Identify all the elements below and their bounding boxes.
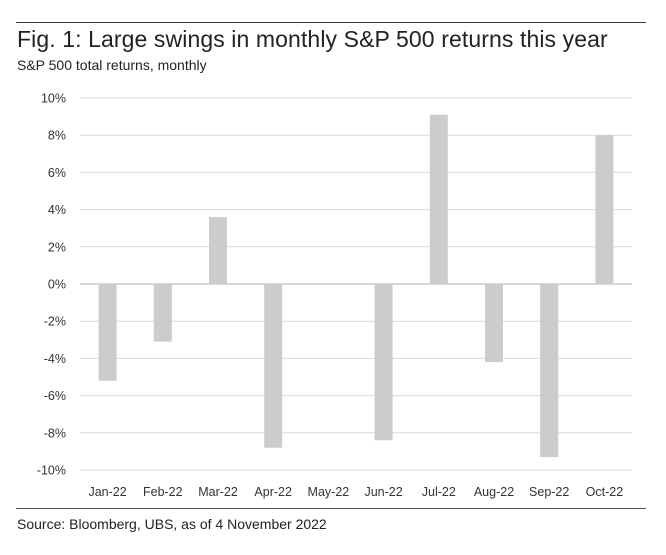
x-tick-label: Jan-22 (88, 485, 126, 499)
bar-mar-22 (209, 217, 227, 284)
y-tick-label: -10% (37, 464, 66, 478)
bar-jul-22 (429, 114, 448, 285)
bar-sep-22 (540, 284, 559, 457)
x-tick-label: Jul-22 (422, 485, 456, 499)
y-tick-label: -4% (44, 352, 66, 366)
top-rule (16, 22, 646, 23)
x-tick-label: Oct-22 (586, 485, 624, 499)
bar-feb-22 (153, 284, 172, 342)
x-tick-label: May-22 (308, 485, 350, 499)
y-tick-label: 8% (48, 129, 66, 143)
y-tick-label: 6% (48, 166, 66, 180)
grid-lines (80, 97, 632, 471)
source-note: Source: Bloomberg, UBS, as of 4 November… (17, 516, 327, 532)
x-tick-label: Feb-22 (143, 485, 183, 499)
x-tick-label: Sep-22 (529, 485, 569, 499)
x-tick-label: Mar-22 (198, 485, 238, 499)
x-tick-label: Jun-22 (364, 485, 402, 499)
x-axis-ticks: Jan-22 Feb-22 Mar-22 Apr-22 May-22 Jun-22 Jul-… (88, 485, 623, 499)
bar-aug-22 (485, 284, 503, 363)
bar-oct-22 (595, 135, 614, 284)
y-tick-label: 4% (48, 203, 66, 217)
bars (98, 114, 614, 457)
figure-subtitle: S&P 500 total returns, monthly (17, 57, 207, 73)
y-tick-label: 2% (48, 240, 66, 254)
y-tick-label: -2% (44, 315, 66, 329)
bar-jan-22 (98, 284, 117, 381)
y-tick-label: 10% (41, 92, 66, 106)
y-tick-label: -8% (44, 426, 66, 440)
bar-apr-22 (264, 284, 283, 448)
figure-title: Fig. 1: Large swings in monthly S&P 500 … (17, 26, 608, 52)
y-tick-label: 0% (48, 278, 66, 292)
x-tick-label: Apr-22 (254, 485, 292, 499)
bar-jun-22 (374, 284, 393, 441)
bottom-rule (16, 508, 646, 509)
y-tick-label: -6% (44, 389, 66, 403)
y-axis-ticks: 10% 8% 6% 4% 2% 0% -2% -4% -6% -8% -10% (37, 92, 66, 478)
x-tick-label: Aug-22 (474, 485, 514, 499)
